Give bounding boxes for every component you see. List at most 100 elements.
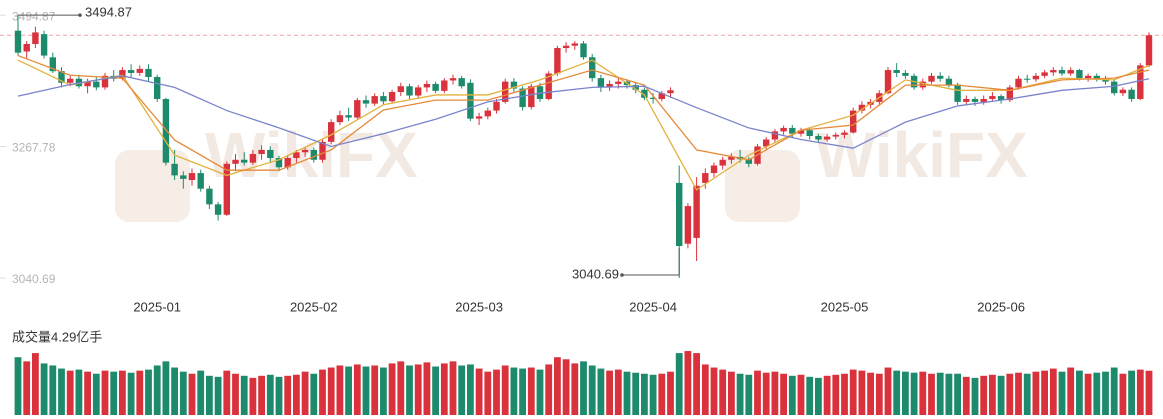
volume-bar (119, 370, 126, 415)
candle-body (763, 139, 770, 147)
candle-body (928, 75, 935, 82)
volume-bar (397, 361, 405, 415)
volume-bar (736, 373, 744, 415)
volume-bar (223, 370, 231, 415)
volume-bar (997, 375, 1005, 415)
volume-bar (588, 365, 596, 415)
x-tick-label: 2025-04 (629, 299, 677, 314)
candle-body (1050, 70, 1057, 73)
candle-body (484, 110, 491, 117)
volume-bar (258, 375, 265, 415)
volume-bar (989, 374, 996, 415)
candle-body (188, 173, 196, 181)
volume-bar (75, 369, 83, 415)
volume-bar (1058, 371, 1066, 415)
candle-body (1015, 78, 1022, 88)
volume-bar (754, 370, 761, 415)
min-annotation: 3040.69 (572, 266, 619, 281)
volume-bar (92, 373, 100, 415)
candle-body (32, 32, 39, 44)
volume-bar (762, 372, 770, 415)
volume-bar (536, 369, 544, 415)
volume-bar (188, 373, 196, 415)
volume-bar (902, 371, 909, 415)
candle-body (58, 71, 65, 83)
candle-body (963, 98, 970, 102)
y-tick-label: 3494.87 (12, 9, 56, 23)
max-annotation: 3494.87 (85, 5, 132, 20)
candle-body (1032, 75, 1040, 80)
volume-bar (1128, 370, 1135, 415)
volume-bar (649, 374, 657, 415)
volume-bar (571, 363, 579, 415)
candle-body (649, 97, 657, 99)
candle-body (832, 134, 839, 137)
volume-bar (266, 374, 274, 415)
volume-bar (484, 371, 492, 415)
volume-bar (275, 376, 283, 415)
candle-body (345, 115, 352, 118)
volume-bar (519, 368, 526, 415)
candle-body (258, 149, 265, 154)
volume-bar (1076, 370, 1083, 415)
volume-bar (554, 357, 561, 415)
candle-body (641, 89, 648, 98)
watermark-text: WikiFX (815, 119, 1028, 191)
candle-body (249, 153, 257, 163)
candle-body (1128, 89, 1135, 99)
volume-bar (1023, 373, 1031, 415)
candle-body (310, 149, 317, 160)
candle-body (884, 70, 892, 94)
candle-body (519, 88, 526, 108)
volume-bar (510, 367, 518, 415)
volume-bar (423, 362, 431, 415)
volume-bar (658, 373, 666, 415)
volume-bar (780, 373, 787, 415)
candle-body (510, 81, 518, 89)
y-tick-label: 3040.69 (12, 272, 56, 286)
volume-bar (693, 353, 700, 415)
volume-bar (127, 372, 135, 415)
candle-body (84, 81, 91, 87)
candle-body (1111, 81, 1118, 94)
candle-body (502, 81, 509, 102)
volume-bar (179, 371, 187, 415)
candle-body (893, 70, 900, 73)
volume-bar (910, 372, 918, 415)
volume-bar (1015, 372, 1022, 415)
x-tick-label: 2025-05 (821, 299, 869, 314)
volume-bar (23, 361, 31, 415)
candle-body (432, 83, 439, 91)
volume-bar (136, 370, 144, 415)
candle-body (1093, 75, 1100, 80)
volume-bar (867, 372, 874, 415)
volume-bar (675, 353, 683, 415)
volume-bar (849, 369, 857, 415)
candle-body (1119, 89, 1127, 94)
volume-bar (980, 375, 988, 415)
volume-bar (232, 373, 239, 415)
candle-body (545, 73, 552, 99)
candle-body (441, 80, 448, 91)
candle-body (14, 30, 22, 53)
volume-bar (623, 371, 631, 415)
candle-body (780, 127, 787, 132)
volume-bar (1084, 373, 1092, 415)
volume-bar (388, 363, 396, 415)
volume-bar (954, 373, 961, 415)
candle-body (197, 173, 204, 189)
volume-bar (284, 375, 292, 415)
candle-body (719, 159, 726, 166)
volume-bar (32, 353, 39, 415)
volume-bar (432, 366, 439, 415)
volume-bar (771, 371, 779, 415)
candle-body (1137, 65, 1144, 99)
volume-bar (14, 357, 22, 415)
candle-body (997, 96, 1005, 101)
candle-body (406, 86, 413, 96)
min-marker-dot (620, 273, 624, 277)
candle-body (1006, 87, 1013, 101)
volume-bar (493, 369, 500, 415)
x-tick-label: 2025-02 (290, 299, 338, 314)
